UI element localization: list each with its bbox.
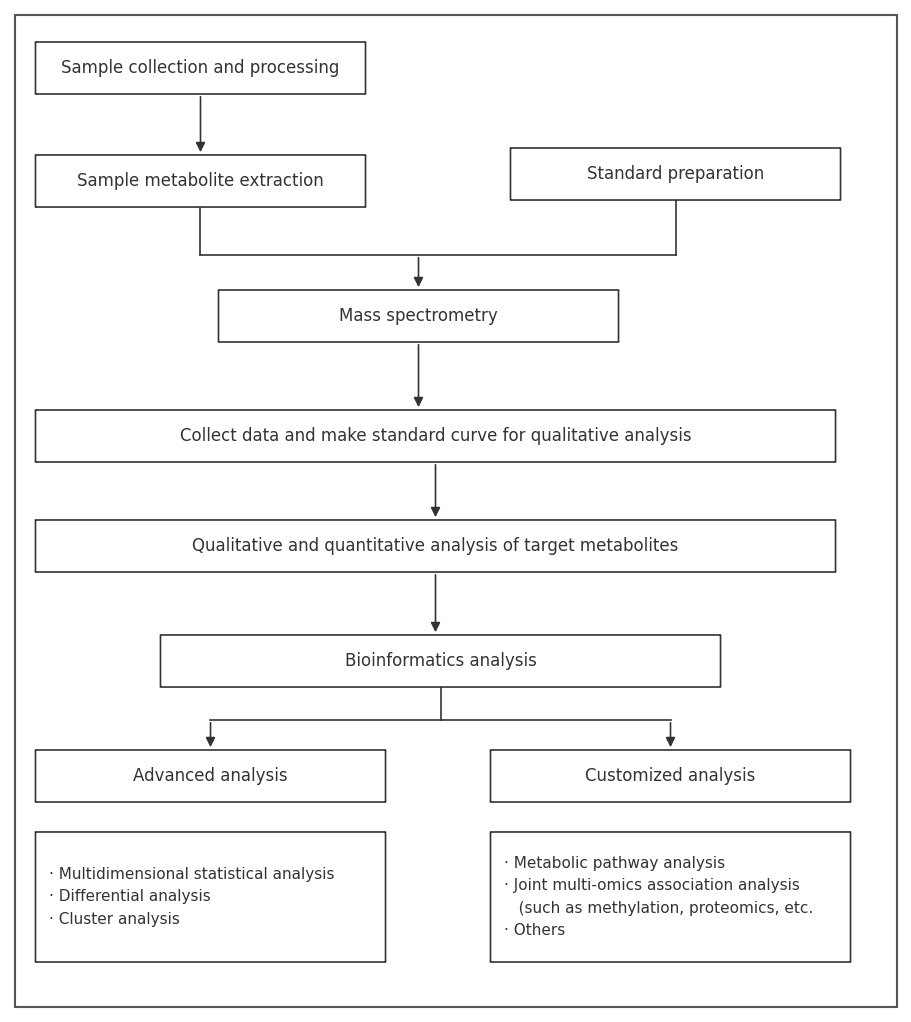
FancyBboxPatch shape xyxy=(36,750,385,802)
Text: Standard preparation: Standard preparation xyxy=(587,165,763,183)
Text: · Multidimensional statistical analysis
· Differential analysis
· Cluster analys: · Multidimensional statistical analysis … xyxy=(49,868,334,927)
FancyBboxPatch shape xyxy=(36,410,834,462)
Text: Mass spectrometry: Mass spectrometry xyxy=(339,307,497,325)
Text: Advanced analysis: Advanced analysis xyxy=(133,766,288,785)
FancyBboxPatch shape xyxy=(36,832,385,962)
FancyBboxPatch shape xyxy=(490,832,850,962)
FancyBboxPatch shape xyxy=(160,635,720,687)
Text: Qualitative and quantitative analysis of target metabolites: Qualitative and quantitative analysis of… xyxy=(192,537,678,555)
FancyBboxPatch shape xyxy=(490,750,850,802)
Text: Sample metabolite extraction: Sample metabolite extraction xyxy=(77,172,323,190)
FancyBboxPatch shape xyxy=(36,155,365,207)
Text: Customized analysis: Customized analysis xyxy=(585,766,755,785)
FancyBboxPatch shape xyxy=(36,42,365,94)
Text: Collect data and make standard curve for qualitative analysis: Collect data and make standard curve for… xyxy=(179,427,691,445)
FancyBboxPatch shape xyxy=(510,148,840,200)
Text: · Metabolic pathway analysis
· Joint multi-omics association analysis
   (such a: · Metabolic pathway analysis · Joint mul… xyxy=(504,856,813,938)
Text: Bioinformatics analysis: Bioinformatics analysis xyxy=(344,652,536,670)
FancyBboxPatch shape xyxy=(36,520,834,572)
Text: Sample collection and processing: Sample collection and processing xyxy=(61,59,339,77)
FancyBboxPatch shape xyxy=(219,290,618,342)
